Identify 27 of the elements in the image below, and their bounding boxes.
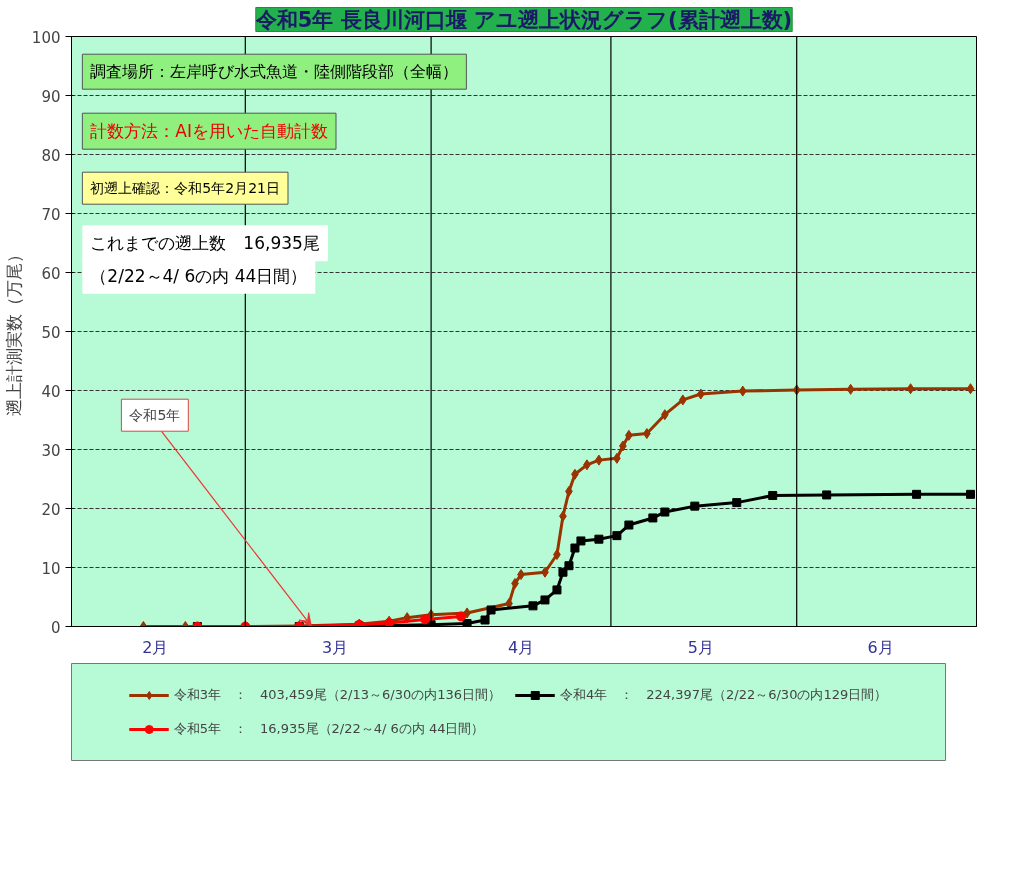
annotation: 初遡上確認：令和5年2月21日 — [90, 180, 280, 197]
y-tick-label: 50 — [41, 323, 61, 342]
y-tick-label: 100 — [31, 28, 61, 47]
legend-label: 令和4年 ： 224,397尾（2/22～6/30の内129日間） — [560, 685, 888, 704]
x-tick-label: 2月 — [142, 637, 169, 657]
legend-label: 令和3年 ： 403,459尾（2/13～6/30の内136日間） — [173, 685, 501, 704]
x-tick-label: 4月 — [507, 637, 535, 657]
annotation: 令和5年 — [129, 407, 181, 424]
y-tick-label: 20 — [41, 500, 61, 519]
y-tick-label: 90 — [41, 87, 61, 106]
annotation: 調査場所：左岸呼び水式魚道・陸側階段部（全幅） — [90, 62, 459, 82]
annotation: （2/22～4/ 6の内 44日間） — [90, 265, 308, 286]
y-tick-label: 40 — [41, 382, 61, 401]
y-tick-label: 0 — [50, 618, 61, 637]
y-tick-label: 60 — [41, 264, 61, 283]
y-tick-label: 30 — [41, 441, 61, 460]
chart-title: 令和5年 長良川河口堰 アユ遡上状況グラフ(累計遡上数) — [254, 7, 793, 32]
x-tick-label: 6月 — [867, 637, 894, 657]
y-axis-title: 遡上計測実数（万尾） — [3, 246, 24, 417]
y-tick-label: 70 — [41, 205, 61, 224]
y-tick-label: 80 — [41, 146, 61, 165]
x-tick-label: 3月 — [322, 637, 349, 657]
x-tick-label: 5月 — [687, 637, 714, 657]
legend-label: 令和5年 ： 16,935尾（2/22～4/ 6の内 44日間） — [173, 719, 485, 738]
annotation: これまでの遡上数 16,935尾 — [90, 233, 320, 254]
y-tick-label: 10 — [41, 559, 61, 578]
annotation: 計数方法：AIを用いた自動計数 — [90, 121, 329, 142]
